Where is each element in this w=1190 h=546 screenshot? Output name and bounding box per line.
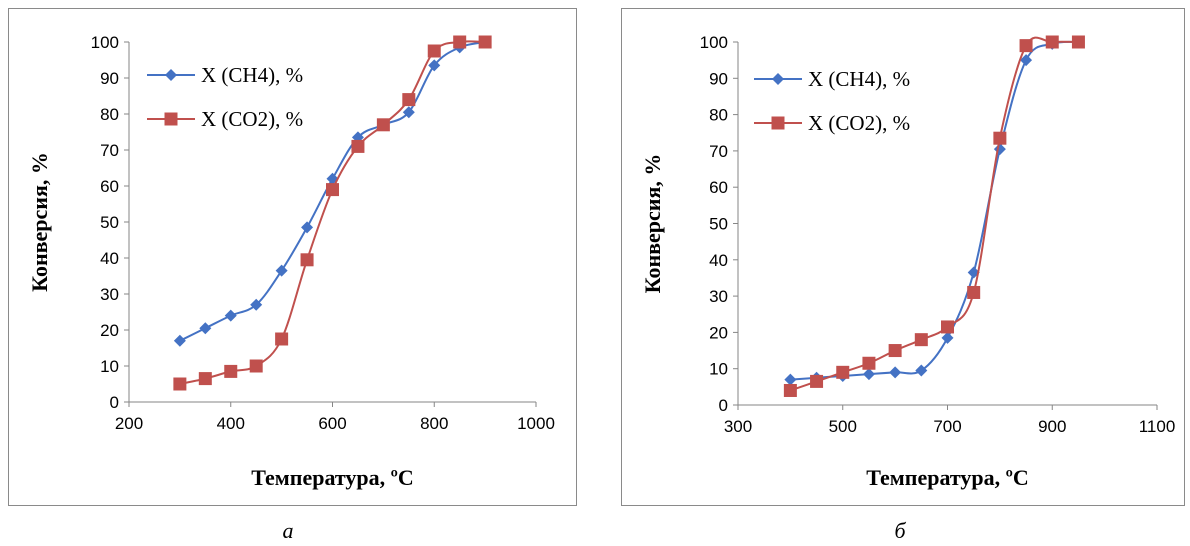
y-tick-label: 10 <box>709 360 728 379</box>
series-line-ch4 <box>790 40 1079 381</box>
y-tick-label: 60 <box>100 177 119 196</box>
data-point-co2 <box>1045 35 1059 49</box>
y-tick-label: 80 <box>100 105 119 124</box>
x-tick-label: 300 <box>724 417 752 436</box>
x-tick-label: 700 <box>933 417 961 436</box>
data-point-ch4 <box>301 221 314 234</box>
data-point-co2 <box>888 344 902 358</box>
x-axis-title: Температура, ºС <box>251 465 414 490</box>
y-tick-label: 50 <box>709 215 728 234</box>
y-tick-label: 100 <box>700 33 728 52</box>
y-tick-label: 60 <box>709 178 728 197</box>
data-point-ch4 <box>915 364 928 377</box>
chart-a: 0 10 20 30 40 50 60 70 80 90 100 200 400 600 800 1000 Те… <box>27 33 555 490</box>
data-point-co2 <box>275 332 289 346</box>
legend-marker-co2 <box>164 112 178 126</box>
data-point-ch4 <box>889 366 902 379</box>
x-tick-label: 1000 <box>517 414 555 433</box>
data-point-co2 <box>1019 39 1033 53</box>
legend-label: X (CO2), % <box>808 111 910 135</box>
y-tick-label: 70 <box>709 142 728 161</box>
data-point-ch4 <box>993 143 1006 156</box>
data-point-co2 <box>326 183 339 197</box>
data-point-co2 <box>862 356 876 370</box>
data-point-ch4 <box>1020 54 1033 67</box>
data-point-co2 <box>351 139 365 153</box>
data-point-co2 <box>300 253 314 267</box>
data-point-co2 <box>173 377 187 391</box>
x-tick-label: 500 <box>829 417 857 436</box>
data-point-ch4 <box>784 373 797 386</box>
caption-b: б <box>894 518 906 543</box>
chart-panel-b: 0 10 20 30 40 50 60 70 80 90 100 300 500 700 900 1100 Те… <box>621 8 1185 506</box>
data-point-co2 <box>810 374 824 388</box>
data-point-co2 <box>453 35 467 49</box>
data-point-co2 <box>198 372 212 386</box>
data-point-co2 <box>427 44 441 58</box>
y-tick-label: 90 <box>100 69 119 88</box>
chart-b: 0 10 20 30 40 50 60 70 80 90 100 300 500 700 900 1100 Те… <box>640 33 1176 490</box>
y-tick-label: 20 <box>709 323 728 342</box>
data-point-co2 <box>249 359 263 373</box>
data-point-ch4 <box>199 322 212 335</box>
y-tick-label: 0 <box>110 393 119 412</box>
data-point-co2 <box>1071 35 1085 49</box>
y-tick-label: 70 <box>100 141 119 160</box>
legend-marker-ch4 <box>165 69 177 81</box>
y-tick-label: 90 <box>709 69 728 88</box>
data-point-ch4 <box>173 334 186 347</box>
data-point-ch4 <box>428 59 441 72</box>
y-tick-label: 30 <box>709 287 728 306</box>
data-point-co2 <box>783 383 797 397</box>
caption-a: а <box>282 518 294 543</box>
data-point-co2 <box>914 333 928 347</box>
x-tick-label: 200 <box>115 414 143 433</box>
data-point-co2 <box>993 131 1007 145</box>
legend-marker-ch4 <box>772 73 784 85</box>
y-tick-label: 50 <box>100 213 119 232</box>
data-point-ch4 <box>224 309 237 322</box>
x-tick-label: 600 <box>318 414 346 433</box>
y-tick-label: 0 <box>719 396 728 415</box>
series-line-co2 <box>179 40 486 385</box>
y-tick-label: 40 <box>100 249 119 268</box>
data-point-co2 <box>376 118 390 132</box>
y-tick-label: 10 <box>100 357 119 376</box>
data-point-co2 <box>967 285 981 299</box>
legend-label: X (CH4), % <box>808 67 910 91</box>
legend-marker-co2 <box>771 116 785 130</box>
data-point-ch4 <box>862 368 875 381</box>
legend-label: X (CO2), % <box>201 107 303 131</box>
x-tick-label: 400 <box>217 414 245 433</box>
data-point-co2 <box>402 93 416 107</box>
y-tick-label: 20 <box>100 321 119 340</box>
legend-label: X (CH4), % <box>201 63 303 87</box>
x-axis-title: Температура, ºС <box>866 465 1029 490</box>
x-tick-label: 1100 <box>1139 417 1176 436</box>
chart-panel-a: 0 10 20 30 40 50 60 70 80 90 100 200 400 600 800 1000 Те… <box>8 8 577 506</box>
data-point-co2 <box>224 364 238 378</box>
y-tick-label: 80 <box>709 106 728 125</box>
y-axis-title: Конверсия, % <box>640 154 665 294</box>
x-tick-label: 800 <box>420 414 448 433</box>
data-point-co2 <box>478 35 492 49</box>
y-tick-label: 40 <box>709 251 728 270</box>
x-tick-label: 900 <box>1038 417 1066 436</box>
data-point-co2 <box>941 320 954 334</box>
data-point-ch4 <box>941 331 954 344</box>
data-point-ch4 <box>402 106 415 119</box>
y-tick-label: 100 <box>91 33 119 52</box>
y-tick-label: 30 <box>100 285 119 304</box>
data-point-ch4 <box>250 298 263 311</box>
y-axis-title: Конверсия, % <box>27 152 52 292</box>
data-point-co2 <box>836 365 850 379</box>
data-point-ch4 <box>275 264 288 277</box>
